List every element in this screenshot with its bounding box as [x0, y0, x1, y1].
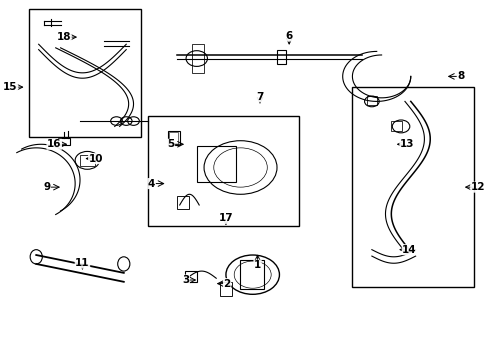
- Bar: [80, 155, 95, 166]
- Text: 4: 4: [148, 179, 155, 189]
- Text: 16: 16: [47, 139, 61, 149]
- Bar: [192, 44, 204, 73]
- Bar: [352, 87, 474, 287]
- Bar: [29, 9, 141, 137]
- Text: 2: 2: [223, 279, 231, 289]
- Text: 15: 15: [3, 82, 18, 92]
- Text: 5: 5: [168, 139, 174, 149]
- Text: 18: 18: [57, 32, 71, 42]
- Text: 9: 9: [44, 182, 50, 192]
- Bar: [58, 138, 70, 145]
- Bar: [240, 260, 264, 289]
- Text: 10: 10: [89, 154, 103, 163]
- Bar: [169, 132, 178, 144]
- Bar: [220, 282, 232, 296]
- Bar: [392, 121, 402, 131]
- Text: 7: 7: [256, 92, 264, 102]
- Text: 3: 3: [182, 275, 190, 285]
- Text: 13: 13: [400, 139, 415, 149]
- Text: 14: 14: [402, 245, 417, 255]
- Text: 6: 6: [286, 31, 293, 41]
- Bar: [197, 146, 236, 182]
- Text: 12: 12: [471, 182, 485, 192]
- Text: 1: 1: [254, 260, 261, 270]
- Bar: [277, 50, 286, 64]
- Text: 8: 8: [457, 71, 465, 81]
- Text: 17: 17: [219, 213, 233, 224]
- Bar: [185, 271, 197, 282]
- Bar: [177, 196, 190, 208]
- Bar: [367, 96, 377, 105]
- Bar: [148, 116, 299, 226]
- Bar: [168, 131, 180, 145]
- Text: 11: 11: [75, 258, 90, 268]
